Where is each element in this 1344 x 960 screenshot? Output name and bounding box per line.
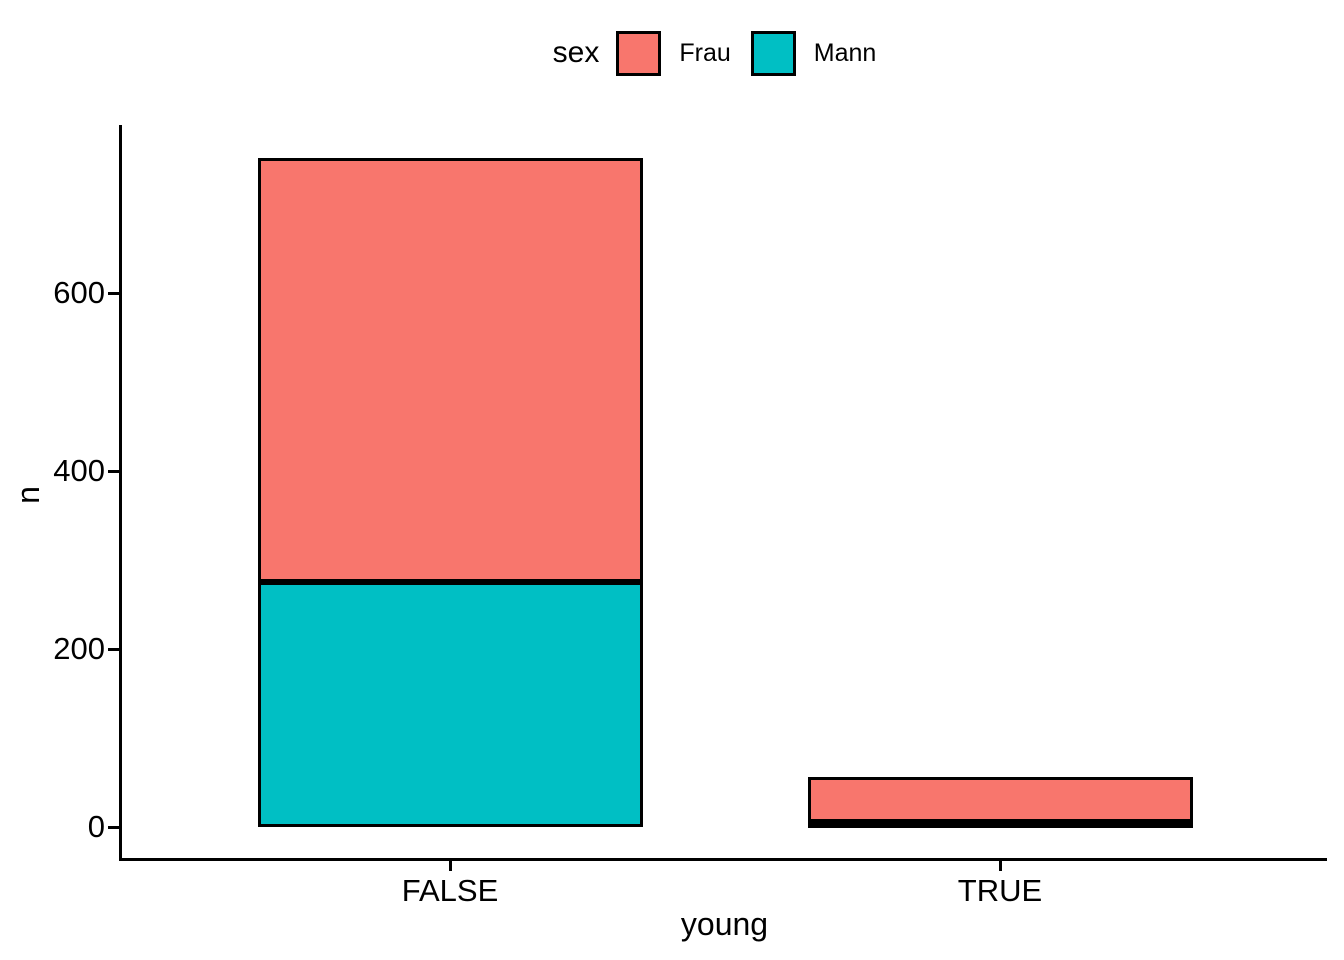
legend-swatch-mann xyxy=(750,30,796,76)
y-tick-label: 200 xyxy=(53,631,105,666)
legend-title: sex xyxy=(552,36,600,69)
y-tick-mark xyxy=(108,825,119,829)
y-tick-label: 400 xyxy=(53,453,105,488)
bar-segment-true-frau xyxy=(807,777,1193,822)
x-tick-mark xyxy=(448,861,452,871)
x-tick-mark xyxy=(998,861,1002,871)
y-tick-label: 0 xyxy=(87,809,105,844)
legend-label-mann: Mann xyxy=(813,38,877,67)
legend: sex Frau Mann xyxy=(122,28,1327,78)
bar-segment-false-frau xyxy=(257,157,643,583)
y-axis-line xyxy=(119,125,122,861)
y-tick-label: 600 xyxy=(53,275,105,310)
x-tick-label: FALSE xyxy=(401,873,499,908)
y-tick-mark xyxy=(108,647,119,651)
bar-segment-false-mann xyxy=(257,582,643,827)
x-axis-line xyxy=(119,858,1327,861)
x-axis-title: young xyxy=(680,906,769,942)
y-tick-mark xyxy=(108,291,119,295)
legend-swatch-frau xyxy=(616,30,662,76)
legend-label-frau: Frau xyxy=(679,38,731,67)
bar-segment-true-mann xyxy=(807,821,1193,828)
y-tick-mark xyxy=(108,469,119,473)
x-tick-label: TRUE xyxy=(957,873,1043,908)
legend-item-frau: Frau xyxy=(616,30,731,76)
legend-item-mann: Mann xyxy=(750,30,877,76)
